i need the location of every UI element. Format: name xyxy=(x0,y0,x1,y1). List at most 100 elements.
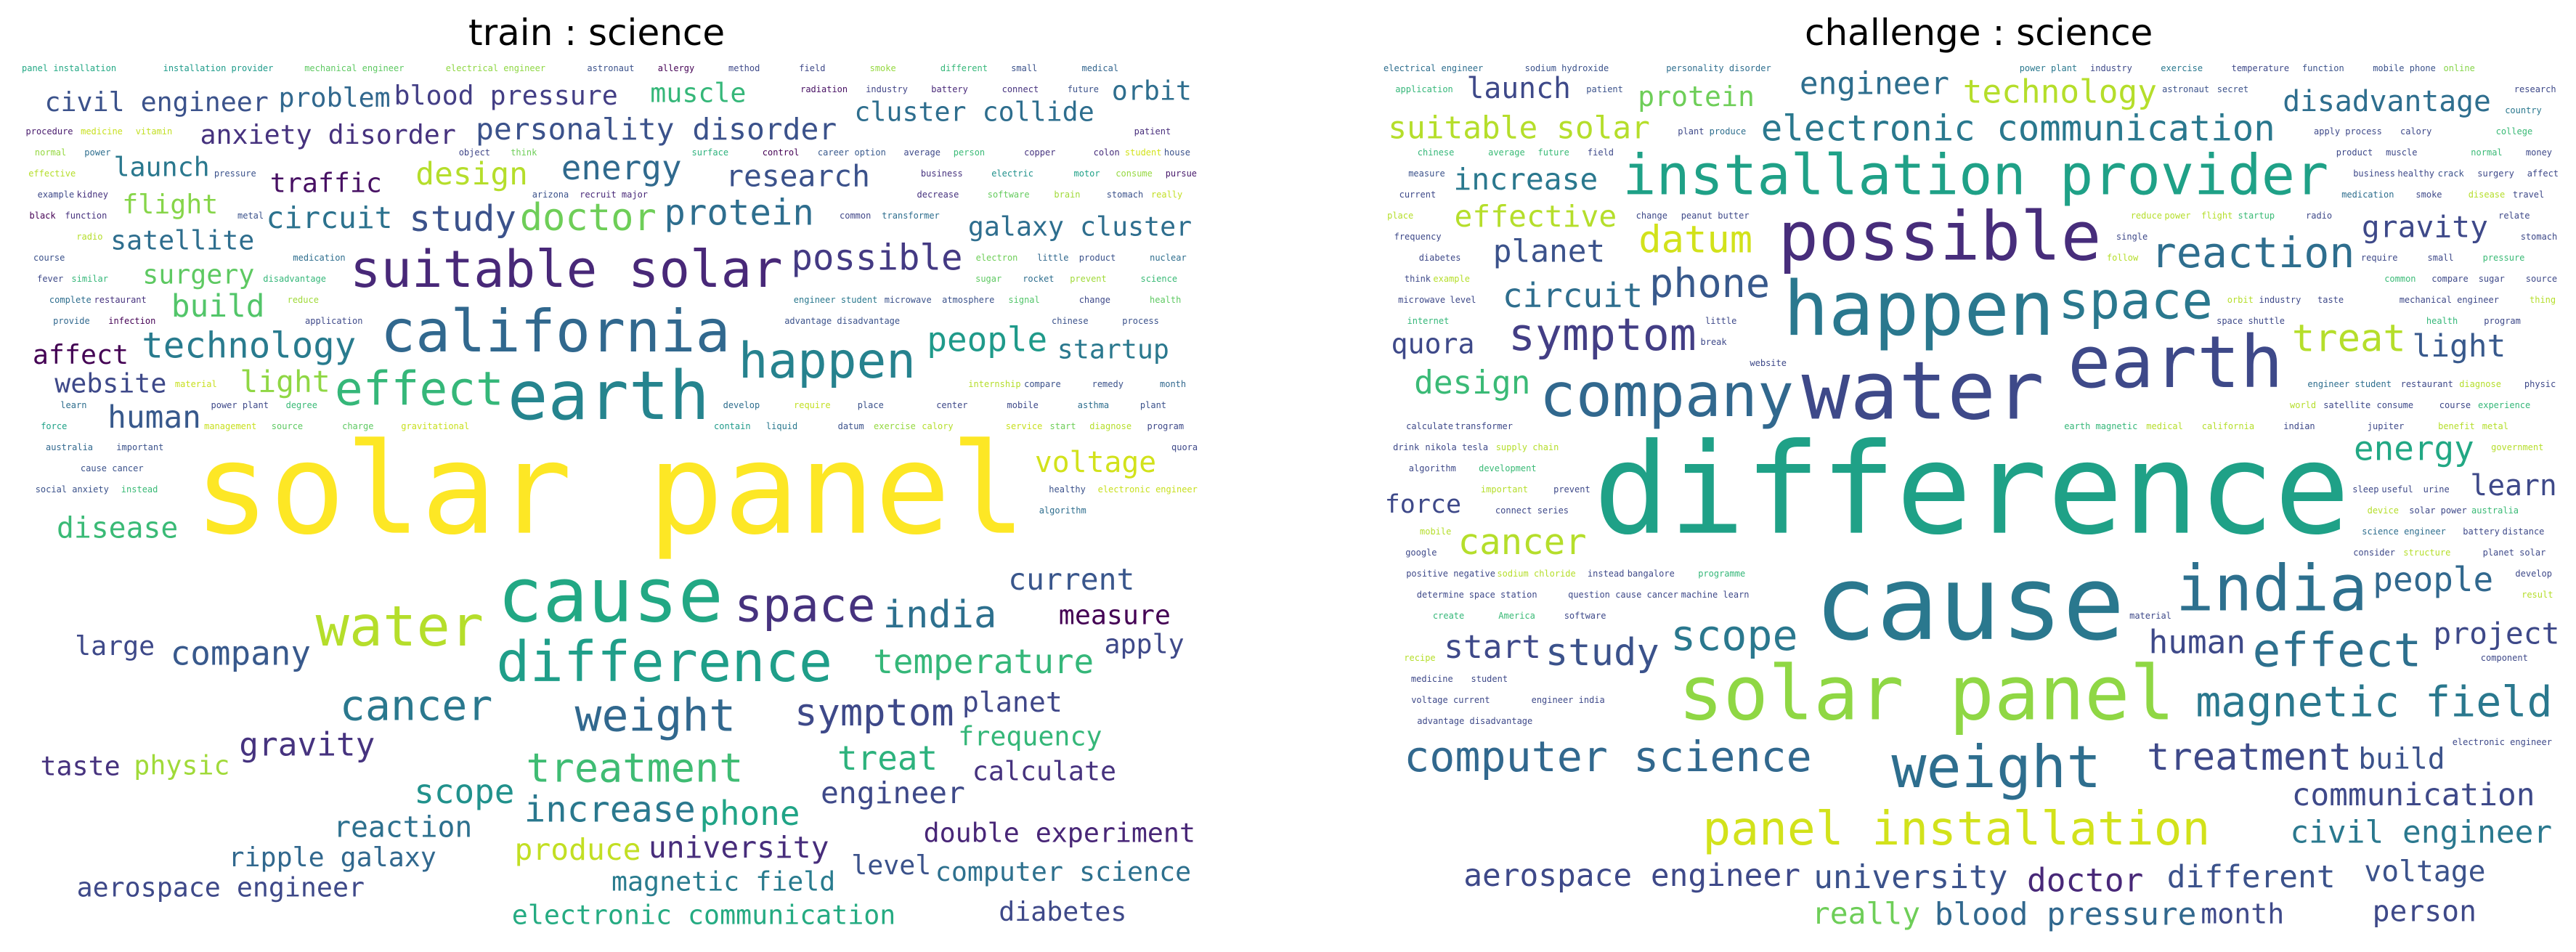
cloud-word: example xyxy=(1433,274,1470,284)
cloud-word: medical xyxy=(1082,63,1119,73)
cloud-word: google xyxy=(1405,548,1437,558)
cloud-word: apply xyxy=(2314,126,2340,137)
cloud-word: product xyxy=(2336,147,2373,158)
cloud-word: engineer xyxy=(1800,66,1949,102)
cloud-word: astronaut xyxy=(587,63,634,73)
cloud-word: happen xyxy=(1784,266,2055,353)
cloud-word: small xyxy=(2428,253,2454,263)
cloud-word: kidney xyxy=(77,190,108,200)
cloud-word: liquid xyxy=(766,421,797,431)
cloud-word: development xyxy=(1479,463,1536,473)
cloud-word: symptom xyxy=(1508,309,1697,361)
cloud-word: transformer xyxy=(1455,421,1513,431)
cloud-word: effective xyxy=(28,168,76,179)
chart-title-challenge: challenge : science xyxy=(1805,12,2153,54)
cloud-word: black xyxy=(30,211,57,221)
cloud-word: treatment xyxy=(526,746,743,792)
cloud-word: earth xyxy=(508,357,710,435)
cloud-word: advantage disadvantage xyxy=(1417,716,1532,726)
cloud-word: software xyxy=(988,190,1030,200)
cloud-word: diagnose xyxy=(2459,379,2501,389)
cloud-word: create xyxy=(1433,611,1464,621)
cloud-word: motor xyxy=(1074,168,1100,179)
cloud-word: indian xyxy=(2283,421,2315,431)
cloud-word: aerospace engineer xyxy=(1463,858,1800,894)
cloud-word: example xyxy=(38,190,75,200)
cloud-word: provide xyxy=(53,316,90,326)
cloud-word: galaxy cluster xyxy=(968,211,1192,243)
cloud-word: treat xyxy=(837,739,938,778)
cloud-word: orbit xyxy=(2227,295,2254,305)
cloud-word: connect series xyxy=(1495,505,1569,516)
cloud-word: sugar xyxy=(975,274,1001,284)
cloud-word: smoke xyxy=(870,63,896,73)
cloud-word: arizona xyxy=(532,190,569,200)
cloud-word: ripple galaxy xyxy=(229,842,436,873)
cloud-word: plant xyxy=(1678,126,1704,137)
cloud-word: electronic engineer xyxy=(2453,737,2552,747)
cloud-word: communication xyxy=(2292,777,2535,813)
cloud-word: circuit xyxy=(267,200,393,235)
cloud-word: solar panel xyxy=(194,416,1026,563)
cloud-word: medication xyxy=(293,253,345,263)
cloud-word: electrical engineer xyxy=(1384,63,1483,73)
cloud-word: problem xyxy=(279,82,391,113)
cloud-word: research xyxy=(2514,84,2556,94)
cloud-word: light xyxy=(240,365,330,399)
cloud-word: microwave xyxy=(1398,295,1445,305)
cloud-word: weight xyxy=(575,690,736,741)
cloud-word: center xyxy=(936,400,967,410)
cloud-word: electron xyxy=(976,253,1018,263)
cloud-word: thing xyxy=(2530,295,2556,305)
cloud-word: think xyxy=(511,147,537,158)
cloud-word: future xyxy=(1068,84,1099,94)
cloud-word: doctor xyxy=(2027,863,2143,900)
cloud-word: cancer xyxy=(340,681,493,731)
cloud-word: difference xyxy=(1593,416,2350,563)
cloud-word: diabetes xyxy=(999,896,1126,927)
cloud-word: suitable solar xyxy=(350,239,783,299)
cloud-word: common xyxy=(840,211,871,221)
cloud-word: application xyxy=(1395,84,1452,94)
cloud-word: microwave xyxy=(885,295,932,305)
cloud-word: material xyxy=(2129,611,2171,621)
wordcloud-train: solar panel panel installation installatio… xyxy=(22,63,1198,931)
cloud-word: smoke xyxy=(2415,190,2442,200)
cloud-word: diabetes xyxy=(1419,253,1461,263)
cloud-word: california xyxy=(2202,421,2254,431)
cloud-word: research xyxy=(726,158,870,193)
cloud-word: flight xyxy=(2201,211,2232,221)
cloud-word: university xyxy=(649,830,829,865)
cloud-word: earth xyxy=(2068,321,2283,404)
cloud-word: treatment xyxy=(2147,736,2352,779)
cloud-word: radiation xyxy=(800,84,848,94)
cloud-word: launch xyxy=(1467,72,1571,105)
cloud-word: planet xyxy=(1493,233,1606,269)
cloud-word: phone xyxy=(699,794,800,833)
cloud-word: technology xyxy=(1963,74,2157,111)
cloud-word: mobile xyxy=(1420,526,1451,537)
cloud-word: measure xyxy=(1059,599,1171,630)
cloud-word: large xyxy=(75,630,155,662)
cloud-word: social anxiety xyxy=(36,484,109,495)
cloud-word: bangalore xyxy=(1628,569,1675,579)
cloud-word: health xyxy=(2426,316,2458,326)
cloud-word: application xyxy=(305,316,362,326)
cloud-word: engineer student xyxy=(2307,379,2392,389)
cloud-word: startup xyxy=(2238,211,2275,221)
cloud-word: flight xyxy=(122,189,218,220)
cloud-word: average xyxy=(903,147,940,158)
cloud-word: possible xyxy=(1778,198,2101,276)
cloud-word: build xyxy=(2358,742,2445,776)
cloud-word: important xyxy=(116,442,163,452)
cloud-word: calculate xyxy=(1406,421,1453,431)
cloud-word: magnetic field xyxy=(612,866,835,897)
cloud-word: surgery xyxy=(142,259,254,290)
cloud-word: metal xyxy=(237,211,264,221)
cloud-word: career option xyxy=(818,147,886,158)
cloud-word: calory xyxy=(922,421,953,431)
cloud-word: average xyxy=(1488,147,1525,158)
cloud-word: start xyxy=(1050,421,1076,431)
cloud-word: increase xyxy=(524,789,696,831)
cloud-word: cause xyxy=(497,553,723,640)
